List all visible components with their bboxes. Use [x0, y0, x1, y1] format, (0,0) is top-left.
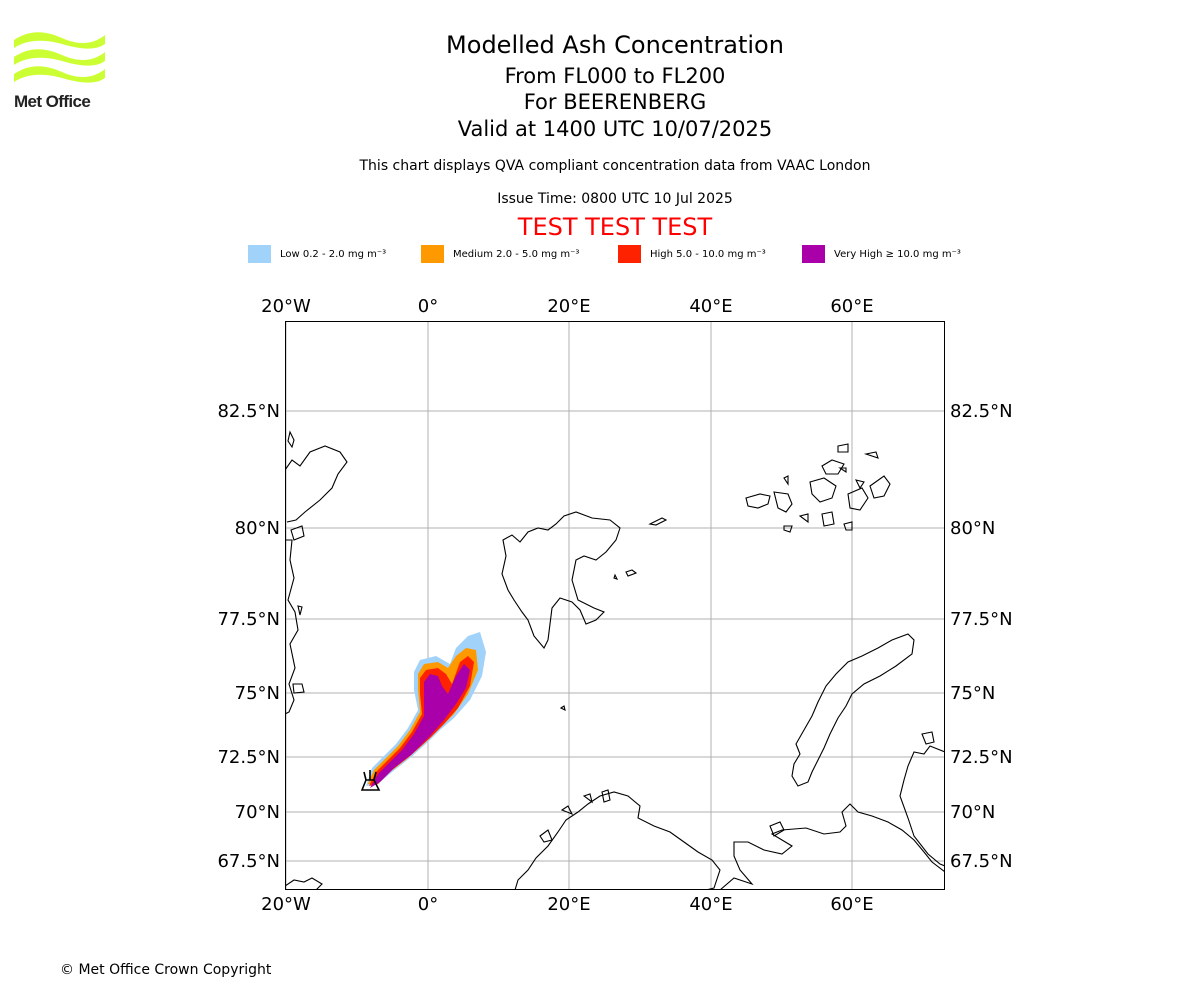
franz-josef-land	[838, 467, 847, 474]
lat-tick-right: 67.5°N	[950, 851, 1013, 872]
legend-label: Low 0.2 - 2.0 mg m⁻³	[280, 248, 387, 260]
svalbard-small-island	[613, 573, 619, 580]
franz-josef-land	[821, 459, 845, 475]
lon-tick-top: 40°E	[689, 296, 732, 317]
lat-tick-left: 67.5°N	[217, 851, 280, 872]
qva-note: This chart displays QVA compliant concen…	[359, 158, 871, 174]
vaygach-island	[921, 731, 935, 745]
franz-josef-land	[773, 491, 793, 513]
franz-josef-land	[869, 475, 891, 499]
norway-island	[539, 829, 553, 843]
lon-tick-bottom: 40°E	[689, 894, 732, 915]
iceland-coast	[285, 877, 323, 890]
met-office-waves-icon	[14, 32, 105, 83]
met-office-logo: Met Office	[14, 30, 110, 112]
scandinavia-coast	[514, 791, 945, 890]
franz-josef-land	[821, 511, 835, 527]
franz-josef-land	[837, 443, 849, 453]
franz-josef-land	[809, 477, 837, 503]
bear-island	[559, 705, 566, 712]
lon-tick-top: 60°E	[830, 296, 873, 317]
lat-tick-left: 77.5°N	[217, 609, 280, 630]
lon-tick-bottom: 60°E	[830, 894, 873, 915]
svalbard-coast	[501, 511, 621, 649]
franz-josef-land	[847, 487, 869, 511]
lat-tick-right: 75°N	[950, 683, 995, 704]
lat-tick-right: 82.5°N	[950, 401, 1013, 422]
lon-tick-bottom: 0°	[418, 894, 438, 915]
greenland-coast	[285, 445, 348, 715]
lon-tick-top: 20°W	[261, 296, 311, 317]
test-banner: TEST TEST TEST	[517, 213, 713, 241]
lon-tick-top: 0°	[418, 296, 438, 317]
norway-island	[601, 789, 611, 803]
franz-josef-land	[783, 525, 793, 533]
lon-tick-bottom: 20°E	[547, 894, 590, 915]
map-frame	[285, 321, 945, 890]
legend-swatch	[248, 245, 271, 263]
yamal-coast	[899, 745, 945, 867]
legend-label: High 5.0 - 10.0 mg m⁻³	[650, 248, 766, 260]
novaya-zemlya	[791, 633, 915, 787]
legend: Low 0.2 - 2.0 mg m⁻³ Medium 2.0 - 5.0 mg…	[0, 244, 1200, 264]
legend-label: Very High ≥ 10.0 mg m⁻³	[834, 248, 961, 260]
franz-josef-land	[863, 451, 879, 459]
greenland-island	[290, 525, 305, 541]
white-sea-island	[769, 821, 785, 837]
lon-tick-bottom: 20°W	[261, 894, 311, 915]
franz-josef-land	[798, 513, 809, 524]
chart-title: Modelled Ash Concentration	[446, 31, 784, 59]
ash-very-high-region	[370, 664, 470, 788]
legend-swatch	[421, 245, 444, 263]
logo-text: Met Office	[14, 92, 91, 111]
volcano-name: For BEERENBERG	[523, 90, 707, 114]
kong-karls-island	[625, 569, 638, 577]
franz-josef-land	[783, 475, 789, 486]
lat-tick-right: 70°N	[950, 802, 995, 823]
map-gridlines	[285, 321, 945, 890]
greenland-island	[292, 683, 305, 694]
copyright-notice: © Met Office Crown Copyright	[60, 962, 272, 978]
lon-tick-top: 20°E	[547, 296, 590, 317]
coastlines	[285, 430, 945, 890]
issue-time: Issue Time: 0800 UTC 10 Jul 2025	[497, 191, 733, 207]
lat-tick-right: 77.5°N	[950, 609, 1013, 630]
valid-time: Valid at 1400 UTC 10/07/2025	[457, 117, 773, 141]
legend-item-high: High 5.0 - 10.0 mg m⁻³	[618, 244, 766, 264]
legend-item-low: Low 0.2 - 2.0 mg m⁻³	[248, 244, 386, 264]
legend-label: Medium 2.0 - 5.0 mg m⁻³	[453, 248, 580, 260]
lat-tick-left: 80°N	[235, 518, 280, 539]
lat-tick-right: 72.5°N	[950, 747, 1013, 768]
legend-swatch	[802, 245, 825, 263]
legend-item-very-high: Very High ≥ 10.0 mg m⁻³	[802, 244, 961, 264]
greenland-island	[287, 430, 295, 449]
legend-item-medium: Medium 2.0 - 5.0 mg m⁻³	[421, 244, 579, 264]
norway-island	[582, 793, 593, 804]
franz-josef-land	[745, 493, 771, 509]
svalbard-east-island	[648, 517, 668, 526]
lat-tick-right: 80°N	[950, 518, 995, 539]
lat-tick-left: 72.5°N	[217, 747, 280, 768]
franz-josef-land	[843, 521, 853, 531]
lat-tick-left: 82.5°N	[217, 401, 280, 422]
greenland-island	[297, 605, 303, 616]
lat-tick-left: 75°N	[235, 683, 280, 704]
franz-josef-land	[854, 479, 865, 490]
flight-levels: From FL000 to FL200	[504, 64, 726, 88]
legend-swatch	[618, 245, 641, 263]
ash-plume	[366, 632, 486, 788]
norway-island	[560, 805, 574, 816]
lat-tick-left: 70°N	[235, 802, 280, 823]
volcano-icon	[360, 770, 381, 791]
